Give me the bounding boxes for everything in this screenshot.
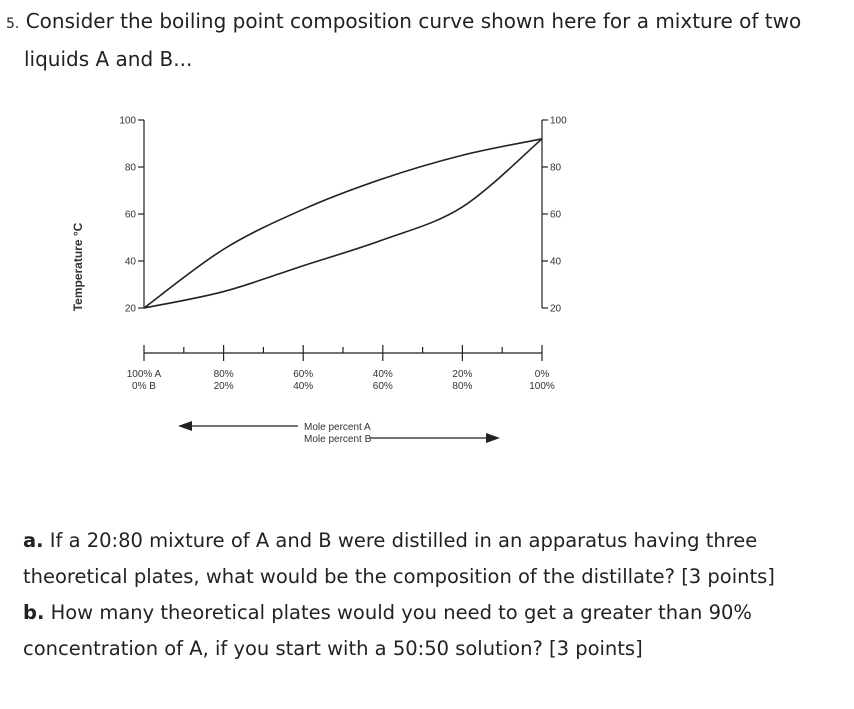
x-tick-label-b: 0% B bbox=[132, 381, 156, 392]
part-a-label: a. bbox=[23, 529, 44, 552]
x-tick-label-b: 20% bbox=[214, 381, 234, 392]
x-tick-label-a: 40% bbox=[373, 369, 393, 380]
part-b-text-line2: concentration of A, if you start with a … bbox=[23, 637, 643, 660]
part-a-text-line1: If a 20:80 mixture of A and B were disti… bbox=[49, 529, 758, 552]
x-tick-label-a: 60% bbox=[293, 369, 313, 380]
x-tick-label-a: 20% bbox=[452, 369, 472, 380]
right-arrowhead bbox=[486, 433, 500, 443]
y-tick-label-left: 40 bbox=[125, 257, 137, 268]
vapor-curve bbox=[143, 138, 543, 309]
question-header: 5. Consider the boiling point compositio… bbox=[6, 4, 806, 77]
y-tick-label-left: 20 bbox=[125, 304, 137, 315]
liquid-curve bbox=[143, 138, 543, 309]
x-axis-label-b: Mole percent B bbox=[304, 434, 372, 445]
x-tick-label-a: 100% A bbox=[127, 369, 162, 380]
part-b-text-line1: How many theoretical plates would you ne… bbox=[50, 601, 752, 624]
y-tick-label-right: 20 bbox=[550, 304, 562, 315]
y-tick-label-right: 40 bbox=[550, 257, 562, 268]
question-number: 5. bbox=[6, 16, 20, 32]
question-text-line2: liquids A and B... bbox=[24, 47, 193, 71]
y-tick-label-left: 60 bbox=[125, 210, 137, 221]
x-tick-label-b: 60% bbox=[373, 381, 393, 392]
axes bbox=[138, 119, 548, 361]
part-b-label: b. bbox=[23, 601, 45, 624]
y-tick-label-left: 80 bbox=[125, 163, 137, 174]
part-a-text-line2: theoretical plates, what would be the co… bbox=[23, 565, 775, 588]
x-tick-label-a: 0% bbox=[535, 369, 550, 380]
part-b: b. How many theoretical plates would you… bbox=[23, 595, 823, 667]
boiling-point-chart: Temperature °C 100 100 80 80 60 60 40 40 20 20 100… bbox=[71, 116, 567, 446]
question-parts: a. If a 20:80 mixture of A and B were di… bbox=[23, 523, 823, 667]
part-a: a. If a 20:80 mixture of A and B were di… bbox=[23, 523, 823, 595]
y-tick-label-right: 80 bbox=[550, 163, 562, 174]
question-text-line1: Consider the boiling point composition c… bbox=[25, 9, 802, 33]
x-axis-label-a: Mole percent A bbox=[304, 422, 371, 433]
x-tick-label-b: 40% bbox=[293, 381, 313, 392]
x-tick-label-b: 100% bbox=[529, 381, 555, 392]
left-arrowhead bbox=[178, 421, 192, 431]
curves bbox=[143, 138, 543, 309]
x-tick-label-a: 80% bbox=[214, 369, 234, 380]
y-axis-label: Temperature °C bbox=[71, 222, 85, 311]
y-tick-label-left: 100 bbox=[119, 116, 136, 127]
y-tick-label-right: 60 bbox=[550, 210, 562, 221]
x-tick-label-b: 80% bbox=[452, 381, 472, 392]
y-tick-label-right: 100 bbox=[550, 116, 567, 127]
